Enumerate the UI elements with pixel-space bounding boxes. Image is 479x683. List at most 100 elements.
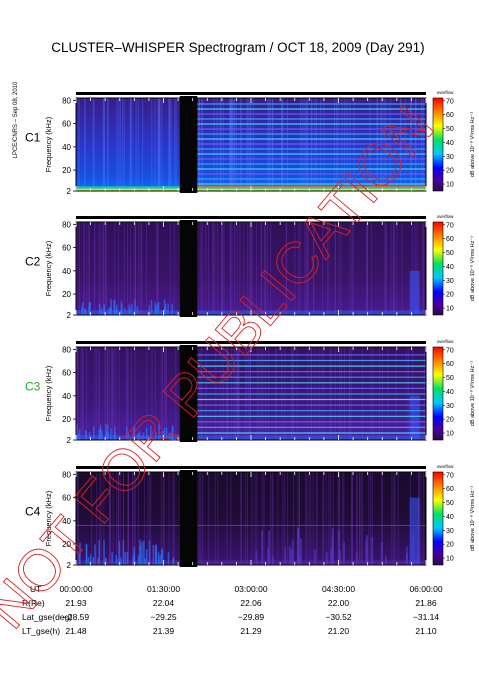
spectrogram-streak: [115, 347, 117, 440]
spectrogram-streak: [165, 347, 167, 440]
spectrogram-streak: [270, 472, 271, 565]
emission-burst: [132, 557, 134, 565]
spectrogram-streak: [132, 472, 134, 565]
time-axis-value: 21.20: [328, 626, 350, 636]
spectrogram-streak: [160, 347, 162, 440]
spectrogram-streak: [393, 472, 395, 565]
emission-burst: [131, 304, 133, 315]
spectrogram-streak: [78, 98, 80, 191]
spectrogram-streak: [123, 222, 125, 315]
spectrogram-streak: [107, 98, 109, 191]
colorbar-tick-label: 70: [446, 347, 454, 354]
colorbar-tick-label: 50: [446, 126, 454, 133]
spectrogram-streak: [361, 472, 363, 565]
spectrogram-streak: [172, 472, 174, 565]
spectrogram-streak: [411, 222, 413, 315]
colorbar-tick-label: 30: [446, 278, 454, 285]
spectrogram-streak: [128, 472, 129, 565]
emission-burst: [159, 554, 161, 565]
spectrogram-streak: [217, 472, 219, 565]
spectrogram-streak: [351, 472, 352, 565]
spectrogram-streak: [214, 472, 216, 565]
spectrogram-streak: [208, 472, 210, 565]
y-tick-label: 2: [67, 436, 72, 445]
colorbar-tick-label: 50: [446, 250, 454, 257]
spectrogram-streak: [200, 472, 202, 565]
colorbar: [432, 97, 444, 192]
colorbar-tick-label: 60: [446, 361, 454, 368]
emission-burst: [99, 427, 102, 440]
emission-burst: [272, 556, 274, 565]
spectrogram-streak: [217, 222, 219, 315]
spectrogram-streak: [80, 347, 82, 440]
spectrogram-streak: [366, 222, 368, 315]
y-axis-label: Frequency (kHz): [44, 116, 53, 172]
emission-burst: [82, 302, 84, 315]
colorbar-title: overflow: [437, 214, 455, 219]
spectrogram-streak: [135, 98, 137, 191]
emission-burst: [120, 557, 122, 565]
spectrogram-streak: [107, 347, 109, 440]
emission-burst: [137, 433, 140, 440]
time-axis-value: −31.14: [413, 612, 440, 622]
spectrogram-streak: [175, 98, 177, 191]
emission-burst: [143, 540, 145, 565]
emission-burst: [103, 540, 105, 565]
spectrogram-streak: [397, 472, 399, 565]
spectrogram-streak: [99, 222, 101, 315]
time-axis-value: −30.52: [325, 612, 352, 622]
colorbar-tick-label: 60: [446, 236, 454, 243]
spectrogram-streak: [134, 472, 136, 565]
emission-burst: [154, 302, 156, 315]
spectrogram-streak: [129, 98, 131, 191]
spectrogram-streak: [298, 222, 300, 315]
spectrogram-streak: [118, 98, 120, 191]
spectrogram-streak: [169, 222, 171, 315]
colorbar-tick-label: 70: [446, 472, 454, 479]
emission-burst: [113, 434, 116, 440]
emission-burst: [105, 424, 107, 440]
spectrogram-streak: [89, 222, 91, 315]
spectrogram-streak: [247, 472, 248, 565]
spectrogram-streak: [234, 222, 235, 315]
emission-burst: [255, 550, 258, 565]
colorbar-label: dB above 10⁻⁸ V²rms Hz⁻¹: [469, 486, 476, 551]
spectrogram-streak: [109, 472, 111, 565]
emission-burst: [405, 546, 408, 565]
spectrogram-streak: [221, 222, 223, 315]
spectrogram-streak: [299, 222, 301, 315]
spectrogram-streak: [306, 222, 308, 315]
emission-burst: [103, 304, 105, 315]
emission-burst: [134, 560, 137, 565]
side-note: LPCE/CNRS – Sep 08, 2010: [13, 81, 19, 158]
colorbar-tick-label: 20: [446, 542, 454, 549]
spectrogram-streak: [110, 347, 112, 440]
emission-burst: [101, 430, 103, 440]
spectrogram-streak: [165, 347, 167, 440]
y-tick-label: 20: [62, 540, 71, 549]
data-gap: [179, 96, 198, 193]
spectrogram-streak: [168, 98, 170, 191]
spectrogram-streak: [285, 222, 287, 315]
spectrogram-streak: [286, 222, 288, 315]
spectrogram-streak: [308, 472, 310, 565]
colorbar-tick-label: 30: [446, 528, 454, 535]
spectrogram-streak: [86, 222, 88, 315]
spectrogram-streak: [371, 472, 373, 565]
spectrogram-streak: [103, 222, 104, 315]
emission-burst: [138, 431, 141, 440]
spectrogram-streak: [384, 222, 386, 315]
y-tick-label: 80: [62, 345, 71, 354]
spectrogram-streak: [82, 347, 84, 440]
emission-burst: [366, 535, 368, 565]
spectrogram-streak: [245, 472, 246, 565]
y-tick-label: 20: [62, 415, 71, 424]
spectrogram-streak: [282, 472, 284, 565]
emission-burst: [297, 527, 300, 565]
spectrogram-streak: [338, 472, 340, 565]
emission-burst: [97, 557, 99, 565]
emission-burst: [124, 552, 126, 565]
spectrogram-streak: [174, 98, 176, 191]
panel-top-bar: [76, 341, 426, 344]
